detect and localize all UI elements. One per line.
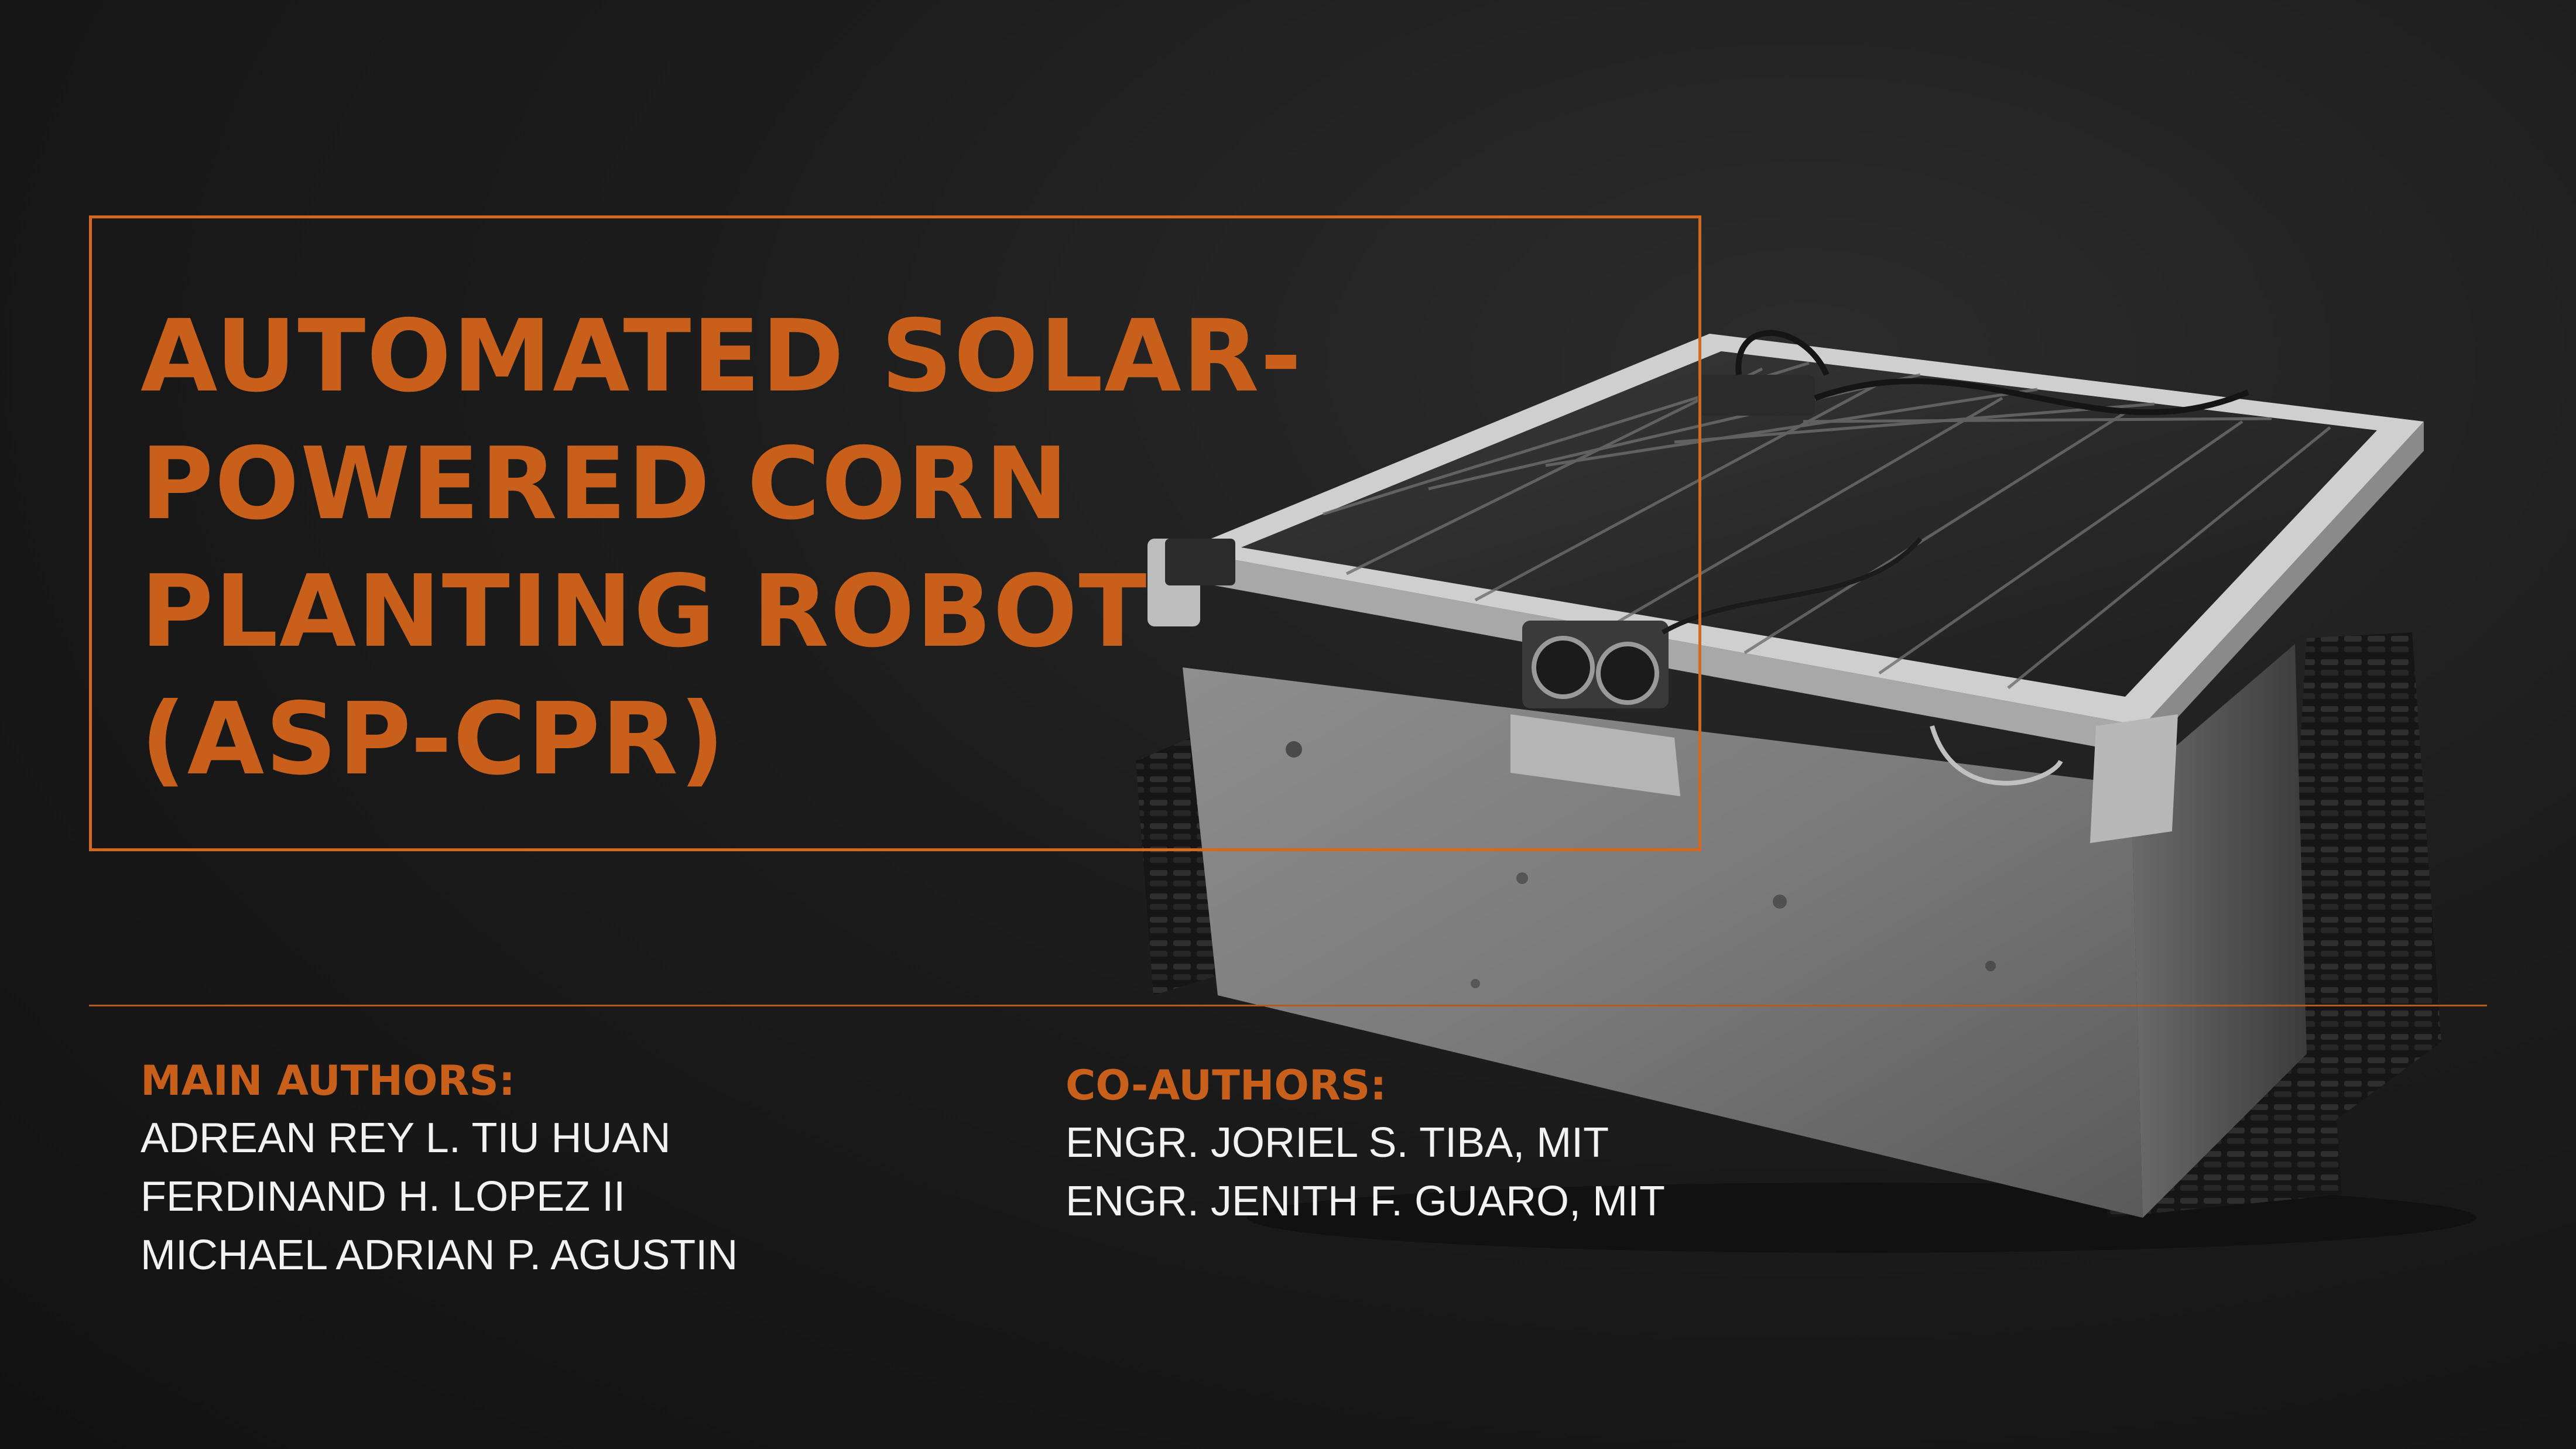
co-author-name: ENGR. JENITH F. GUARO, MIT [1066, 1178, 1666, 1225]
main-authors-heading: MAIN AUTHORS: [141, 1057, 515, 1105]
co-authors-section: CO-AUTHORS: ENGR. JORIEL S. TIBA, MIT EN… [1066, 1057, 1665, 1231]
section-divider [89, 1005, 2487, 1006]
title-line-1: AUTOMATED SOLAR- [141, 299, 1303, 415]
co-authors-heading: CO-AUTHORS: [1066, 1061, 1387, 1109]
title-line-3: PLANTING ROBOT [141, 554, 1148, 670]
title-frame [89, 215, 1701, 851]
title-line-2: POWERED CORN [141, 426, 1070, 542]
title-line-4: (ASP-CPR) [141, 681, 726, 797]
presentation-title: AUTOMATED SOLAR- POWERED CORN PLANTING R… [141, 293, 1303, 803]
main-authors-section: MAIN AUTHORS: ADREAN REY L. TIU HUAN FER… [141, 1053, 738, 1284]
main-author-name: ADREAN REY L. TIU HUAN [141, 1115, 671, 1162]
main-author-name: FERDINAND H. LOPEZ II [141, 1173, 626, 1220]
co-author-name: ENGR. JORIEL S. TIBA, MIT [1066, 1119, 1609, 1166]
main-author-name: MICHAEL ADRIAN P. AGUSTIN [141, 1232, 738, 1279]
robot-image [1136, 330, 2476, 1253]
